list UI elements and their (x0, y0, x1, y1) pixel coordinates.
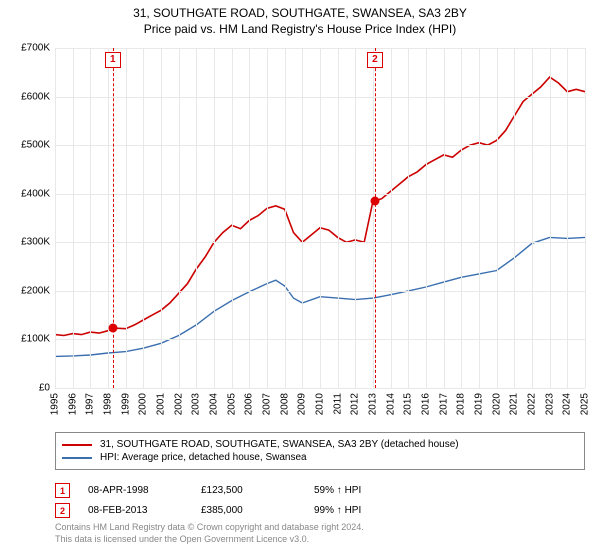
sales-block: 1 08-APR-1998 £123,500 59% ↑ HPI 2 08-FE… (55, 478, 409, 523)
y-tick-label: £700K (0, 43, 50, 54)
x-tick-label: 2004 (209, 393, 220, 415)
x-tick-label: 2014 (385, 393, 396, 415)
x-tick-label: 2006 (244, 393, 255, 415)
x-tick-label: 2013 (368, 393, 379, 415)
sale-marker-number: 1 (105, 52, 121, 68)
x-tick-label: 2019 (474, 393, 485, 415)
sale-price: £123,500 (201, 485, 296, 496)
legend: 31, SOUTHGATE ROAD, SOUTHGATE, SWANSEA, … (55, 432, 585, 470)
x-tick-label: 2005 (226, 393, 237, 415)
x-tick-label: 2025 (580, 393, 591, 415)
y-tick-label: £400K (0, 188, 50, 199)
sale-marker-line (113, 48, 114, 388)
footer-line1: Contains HM Land Registry data © Crown c… (55, 522, 364, 534)
legend-swatch-price (62, 444, 92, 446)
footer-line2: This data is licensed under the Open Gov… (55, 534, 364, 546)
sale-marker-number: 2 (367, 52, 383, 68)
x-tick-label: 2012 (350, 393, 361, 415)
sale-marker-box: 1 (55, 483, 70, 498)
x-tick-label: 2018 (456, 393, 467, 415)
chart-container: 31, SOUTHGATE ROAD, SOUTHGATE, SWANSEA, … (0, 0, 600, 560)
x-tick-label: 2002 (173, 393, 184, 415)
footer: Contains HM Land Registry data © Crown c… (55, 522, 364, 545)
x-tick-label: 1995 (50, 393, 61, 415)
x-tick-label: 2008 (279, 393, 290, 415)
x-tick-label: 1998 (103, 393, 114, 415)
x-tick-label: 2003 (191, 393, 202, 415)
x-tick-label: 1997 (85, 393, 96, 415)
x-tick-label: 2010 (315, 393, 326, 415)
sale-marker-line (375, 48, 376, 388)
x-tick-label: 2016 (421, 393, 432, 415)
x-tick-label: 2000 (138, 393, 149, 415)
x-tick-label: 2020 (491, 393, 502, 415)
sale-row: 1 08-APR-1998 £123,500 59% ↑ HPI (55, 483, 409, 498)
y-tick-label: £200K (0, 285, 50, 296)
title-block: 31, SOUTHGATE ROAD, SOUTHGATE, SWANSEA, … (0, 0, 600, 36)
legend-label-price: 31, SOUTHGATE ROAD, SOUTHGATE, SWANSEA, … (100, 439, 459, 450)
legend-row: HPI: Average price, detached house, Swan… (62, 452, 578, 463)
x-tick-label: 2023 (544, 393, 555, 415)
x-tick-label: 2022 (527, 393, 538, 415)
y-tick-label: £0 (0, 383, 50, 394)
title-address: 31, SOUTHGATE ROAD, SOUTHGATE, SWANSEA, … (0, 6, 600, 20)
x-tick-label: 2011 (332, 393, 343, 415)
y-tick-label: £500K (0, 140, 50, 151)
x-tick-label: 1999 (120, 393, 131, 415)
sale-price: £385,000 (201, 505, 296, 516)
legend-swatch-hpi (62, 457, 92, 459)
sale-marker-dot (370, 197, 379, 206)
x-tick-label: 2017 (438, 393, 449, 415)
sale-delta: 99% ↑ HPI (314, 505, 409, 516)
legend-label-hpi: HPI: Average price, detached house, Swan… (100, 452, 307, 463)
x-tick-label: 2021 (509, 393, 520, 415)
sale-marker-dot (108, 324, 117, 333)
sale-date: 08-FEB-2013 (88, 505, 183, 516)
x-tick-label: 2001 (156, 393, 167, 415)
legend-row: 31, SOUTHGATE ROAD, SOUTHGATE, SWANSEA, … (62, 439, 578, 450)
x-tick-label: 2024 (562, 393, 573, 415)
x-tick-label: 2015 (403, 393, 414, 415)
x-tick-label: 1996 (67, 393, 78, 415)
sale-marker-box: 2 (55, 503, 70, 518)
chart-area: 12 (55, 48, 585, 389)
y-tick-label: £300K (0, 237, 50, 248)
y-tick-label: £100K (0, 334, 50, 345)
sale-delta: 59% ↑ HPI (314, 485, 409, 496)
sale-date: 08-APR-1998 (88, 485, 183, 496)
x-tick-label: 2007 (262, 393, 273, 415)
title-subtitle: Price paid vs. HM Land Registry's House … (0, 22, 600, 36)
y-tick-label: £600K (0, 91, 50, 102)
x-tick-label: 2009 (297, 393, 308, 415)
sale-row: 2 08-FEB-2013 £385,000 99% ↑ HPI (55, 503, 409, 518)
